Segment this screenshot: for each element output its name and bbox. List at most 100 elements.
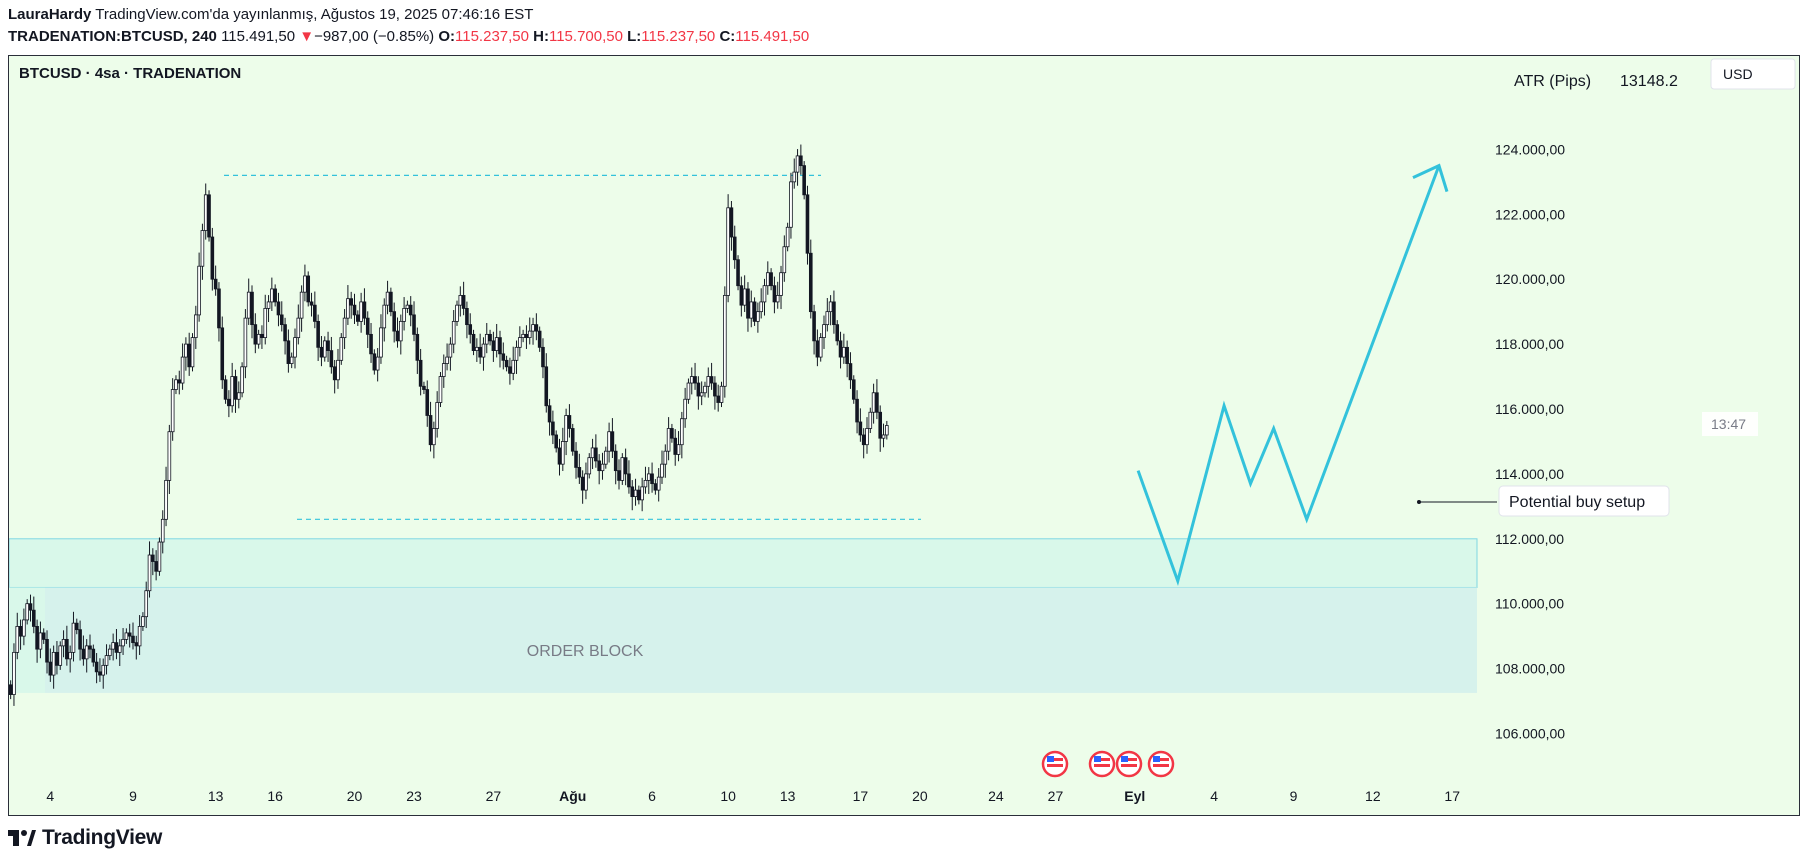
candle-body <box>362 301 367 319</box>
candle-body <box>428 415 433 446</box>
candle-body <box>561 441 565 465</box>
us-flag-icon[interactable] <box>1041 750 1069 778</box>
candle-body <box>567 415 572 429</box>
candle-body <box>81 648 86 660</box>
candle-body <box>45 638 49 663</box>
candle-body <box>772 285 777 303</box>
order-block-label: ORDER BLOCK <box>527 643 644 660</box>
candle-body <box>91 648 96 663</box>
candle-body <box>769 272 773 287</box>
open-value: 115.237,50 <box>455 28 529 45</box>
candle-body <box>822 324 826 339</box>
close-value: 115.491,50 <box>735 28 810 45</box>
candle-body <box>187 343 191 368</box>
candle-body <box>141 616 145 627</box>
footer-brand[interactable]: TradingView <box>8 826 162 850</box>
candle-body <box>68 651 72 660</box>
candle-body <box>415 333 420 361</box>
candle-body <box>432 428 436 446</box>
us-flag-icon[interactable] <box>1147 750 1175 778</box>
candle-body <box>815 340 820 358</box>
candle-body <box>15 626 20 653</box>
candle-body <box>544 366 549 407</box>
x-tick-label: 10 <box>720 788 736 804</box>
candle-body <box>114 642 119 653</box>
candle-body <box>147 554 152 592</box>
candle-body <box>71 622 76 653</box>
price-chart[interactable]: ORDER BLOCK 106.000,00 108.000,00 110.000,… <box>9 56 1799 815</box>
x-tick-label: 23 <box>406 788 422 804</box>
currency-button[interactable]: USD <box>1710 58 1796 90</box>
candle-body <box>289 356 294 364</box>
candle-body <box>488 333 492 342</box>
candle-body <box>703 385 707 394</box>
candle-body <box>729 207 734 238</box>
projection-layer <box>1136 163 1449 587</box>
indicator-value: 13148.2 <box>1620 73 1678 90</box>
candle-body <box>25 603 29 621</box>
candle-body <box>782 246 787 274</box>
y-tick-label: 118.000,00 <box>1495 336 1564 352</box>
candle-body <box>812 311 816 342</box>
candle-body <box>673 437 678 455</box>
axis-layer: 106.000,00 108.000,00 110.000,00 112.000,00… <box>46 141 1565 804</box>
candle-body <box>716 395 721 403</box>
candle-body <box>508 366 512 374</box>
candle-body <box>739 285 744 306</box>
candle-body <box>313 304 317 322</box>
author-name[interactable]: LauraHardy <box>8 6 92 23</box>
candle-body <box>151 554 155 562</box>
candle-body <box>683 398 687 420</box>
candle-body <box>871 392 876 413</box>
candle-body <box>98 671 102 676</box>
x-tick-label: 9 <box>1290 788 1298 804</box>
x-tick-label: 27 <box>486 788 502 804</box>
zone-upper <box>9 538 1478 588</box>
candle-body <box>41 632 46 640</box>
events-row[interactable] <box>1041 750 1175 778</box>
candle-body <box>405 304 410 309</box>
last-price: 115.491,50 <box>221 28 296 45</box>
candle-body <box>633 489 638 498</box>
candle-body <box>584 473 588 491</box>
candle-body <box>643 479 648 488</box>
candle-body <box>875 392 879 413</box>
x-tick-label: 4 <box>1210 788 1218 804</box>
candle-body <box>78 629 82 650</box>
candle-body <box>478 346 482 358</box>
candle-body <box>31 609 36 627</box>
candle-body <box>375 356 380 371</box>
us-flag-icon[interactable] <box>1088 750 1116 778</box>
candle-body <box>765 272 770 287</box>
annotation-callout[interactable]: Potential buy setup <box>1417 485 1670 517</box>
candle-body <box>190 337 195 368</box>
candle-body <box>693 376 697 384</box>
candle-body <box>220 327 225 381</box>
candle-body <box>194 314 198 339</box>
candle-body <box>518 337 522 348</box>
candle-body <box>742 288 747 306</box>
candle-body <box>832 301 836 326</box>
projection-path <box>1136 165 1441 587</box>
x-tick-label: Eyl <box>1124 788 1145 804</box>
candle-body <box>213 278 218 290</box>
candle-body <box>808 252 813 313</box>
candle-body <box>349 298 354 306</box>
symbol-name: TRADENATION:BTCUSD, 240 <box>8 28 217 45</box>
low-value: 115.237,50 <box>641 28 716 45</box>
candle-body <box>570 428 575 452</box>
candle-body <box>759 301 763 313</box>
candle-body <box>385 291 390 306</box>
candle-body <box>603 450 608 465</box>
candle-body <box>554 434 558 449</box>
x-tick-label: 13 <box>780 788 796 804</box>
candle-body <box>451 320 456 345</box>
chart-frame[interactable]: ORDER BLOCK 106.000,00 108.000,00 110.000,… <box>8 55 1800 816</box>
candle-body <box>534 324 539 332</box>
candle-body <box>177 379 182 384</box>
candle-body <box>167 431 172 481</box>
candle-body <box>88 645 92 650</box>
levels-layer <box>224 174 921 520</box>
candle-body <box>706 376 711 387</box>
us-flag-icon[interactable] <box>1115 750 1143 778</box>
